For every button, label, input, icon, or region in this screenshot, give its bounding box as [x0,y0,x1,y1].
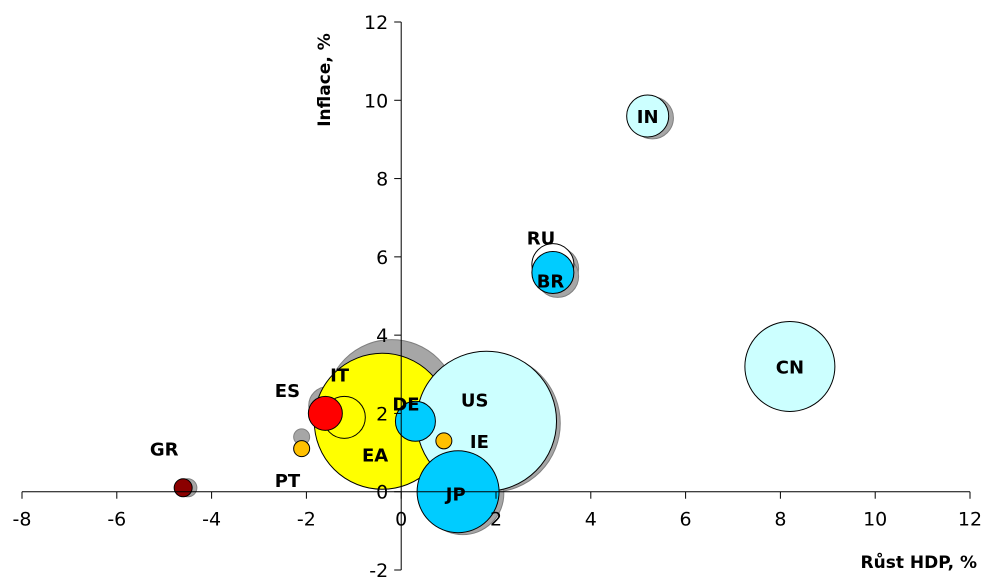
x-tick-label: 0 [395,509,407,531]
bubble-label-us: US [461,391,489,412]
x-tick-label: 12 [958,509,982,531]
bubble-label-ea: EA [362,446,388,467]
bubble-label-it: IT [330,365,350,386]
y-tick-label: 0 [376,482,388,504]
bubble-label-cn: CN [776,357,804,378]
bubble-label-jp: JP [444,485,466,506]
y-axis-ticks: -2 0 2 4 6 8 10 12 [364,12,402,578]
y-tick-label: 6 [376,247,388,269]
bubble-label-br: BR [537,271,565,292]
bubble-cn [744,320,836,412]
bubble-ie [435,432,453,450]
x-tick-label: -4 [202,509,221,531]
y-tick-label: 4 [376,325,388,347]
bubble-br [531,251,575,295]
y-tick-label: -2 [369,560,388,578]
bubble-label-ru: RU [527,228,555,249]
bubble-label-de: DE [392,395,419,416]
bubble-label-ie: IE [470,432,489,453]
bubble-pt [293,440,311,458]
bubble-label-pt: PT [275,471,301,492]
bubble-de [394,400,436,442]
x-tick-label: 2 [490,509,502,531]
bubble-in [626,94,670,138]
x-tick-label: 6 [680,509,692,531]
y-tick-label: 2 [376,403,388,425]
x-tick-label: -6 [107,509,126,531]
bubble-label-es: ES [275,381,300,402]
bubble-gr [173,478,193,498]
axes: -8 -6 -4 -2 0 2 4 6 8 10 12 -2 0 2 4 6 8 10 12 [13,12,983,578]
bubble-label-in: IN [637,107,659,128]
bubbles [173,94,836,534]
bubble-label-gr: GR [150,440,179,461]
x-tick-label: -2 [297,509,316,531]
bubble-es [307,395,343,431]
y-tick-label: 8 [376,169,388,191]
x-tick-label: 8 [774,509,786,531]
x-axis-ticks: -8 -6 -4 -2 0 2 4 6 8 10 12 [13,491,982,531]
y-axis-title: Inflace, % [315,33,335,127]
x-axis-title: Růst HDP, % [861,551,977,573]
y-tick-label: 10 [364,90,388,112]
bubble-labels: EA US DE JP IE IT ES PT GR RU BR IN CN [150,107,804,506]
x-tick-label: 4 [585,509,597,531]
y-tick-label: 12 [364,12,388,34]
x-tick-label: -8 [13,509,32,531]
x-tick-label: 10 [863,509,887,531]
